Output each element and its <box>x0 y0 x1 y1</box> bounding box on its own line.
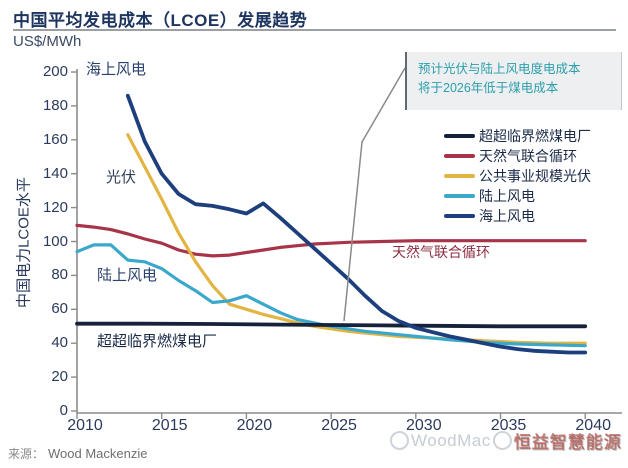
legend-swatch-icon <box>444 194 475 198</box>
legend-label: 超超临界燃煤电厂 <box>479 128 591 144</box>
y-axis-tick-label: 80 <box>51 266 68 284</box>
watermark-stamp-text: 恒益智慧能源 <box>513 433 622 452</box>
source-attribution: 来源： Wood Mackenzie <box>8 445 148 462</box>
source-name: Wood Mackenzie <box>48 446 148 461</box>
series-line-3 <box>75 243 587 348</box>
page-title: 中国平均发电成本（LCOE）发展趋势 <box>13 11 308 30</box>
annotation-pointer-line <box>343 67 406 322</box>
legend-item-0: 超超临界燃煤电厂 <box>444 126 591 146</box>
y-axis-tick-label: 180 <box>42 96 68 114</box>
y-axis-tick-label: 160 <box>42 130 68 148</box>
legend-item-3: 陆上风电 <box>444 186 591 206</box>
series-label-offshore-wind: 海上风电 <box>86 61 147 78</box>
y-axis-tick-label: 60 <box>51 300 68 318</box>
legend-label: 天然气联合循环 <box>479 148 577 164</box>
y-axis-tick-label: 0 <box>59 402 68 419</box>
x-axis-tick-label: 2020 <box>236 417 273 434</box>
watermark-brand-text: WoodMac <box>411 430 491 450</box>
woodmac-logo-icon <box>390 431 409 450</box>
x-axis-tick-label: 2025 <box>321 417 357 434</box>
legend-label: 公共事业规模光伏 <box>479 168 591 184</box>
unit-label: US$/MWh <box>13 33 82 50</box>
x-axis-tick-label: 2035 <box>490 417 527 434</box>
legend-swatch-icon <box>444 154 475 158</box>
watermark: WoodMac 恒益智慧能源 <box>388 428 622 453</box>
legend-swatch-icon <box>444 214 475 218</box>
annotation-callout: 预计光伏与陆上风电度电成本 将于2026年低于煤电成本 <box>405 52 622 110</box>
legend-label: 陆上风电 <box>479 188 535 204</box>
legend-swatch-icon <box>444 174 475 178</box>
title-divider <box>13 29 616 31</box>
series-line-1 <box>75 223 587 258</box>
annotation-text-line2: 将于2026年低于煤电成本 <box>418 81 559 96</box>
x-axis-tick-label: 2030 <box>406 417 442 434</box>
y-axis-tick-label: 140 <box>42 164 68 182</box>
hengyi-logo-icon <box>492 431 512 450</box>
legend-item-2: 公共事业规模光伏 <box>444 166 591 186</box>
series-label-onshore-wind: 陆上风电 <box>97 267 158 284</box>
legend-item-1: 天然气联合循环 <box>444 146 591 166</box>
x-axis-tick-label: 2015 <box>151 417 188 434</box>
series-label-coal: 超超临界燃煤电厂 <box>97 333 218 350</box>
series-line-0 <box>75 321 588 329</box>
annotation-text-line1: 预计光伏与陆上风电度电成本 <box>418 62 581 76</box>
y-axis-tick-label: 100 <box>42 232 68 250</box>
source-prefix: 来源： <box>8 447 45 461</box>
y-axis-tick-label: 20 <box>51 368 68 386</box>
series-label-gas: 天然气联合循环 <box>392 244 490 260</box>
y-axis-tick-label: 40 <box>51 334 68 352</box>
y-axis-tick-label: 120 <box>42 198 68 216</box>
y-axis-tick-label: 200 <box>42 63 68 80</box>
series-label-pv: 光伏 <box>106 169 137 186</box>
legend-item-4: 海上风电 <box>444 206 591 226</box>
x-axis-tick-label: 2010 <box>67 417 103 434</box>
legend-label: 海上风电 <box>479 208 535 224</box>
x-axis-tick-label: 2040 <box>575 417 611 434</box>
legend-swatch-icon <box>444 134 475 138</box>
chart-legend: 超超临界燃煤电厂 天然气联合循环 公共事业规模光伏 陆上风电海上风电 <box>444 126 591 226</box>
series-line-4 <box>125 93 588 355</box>
